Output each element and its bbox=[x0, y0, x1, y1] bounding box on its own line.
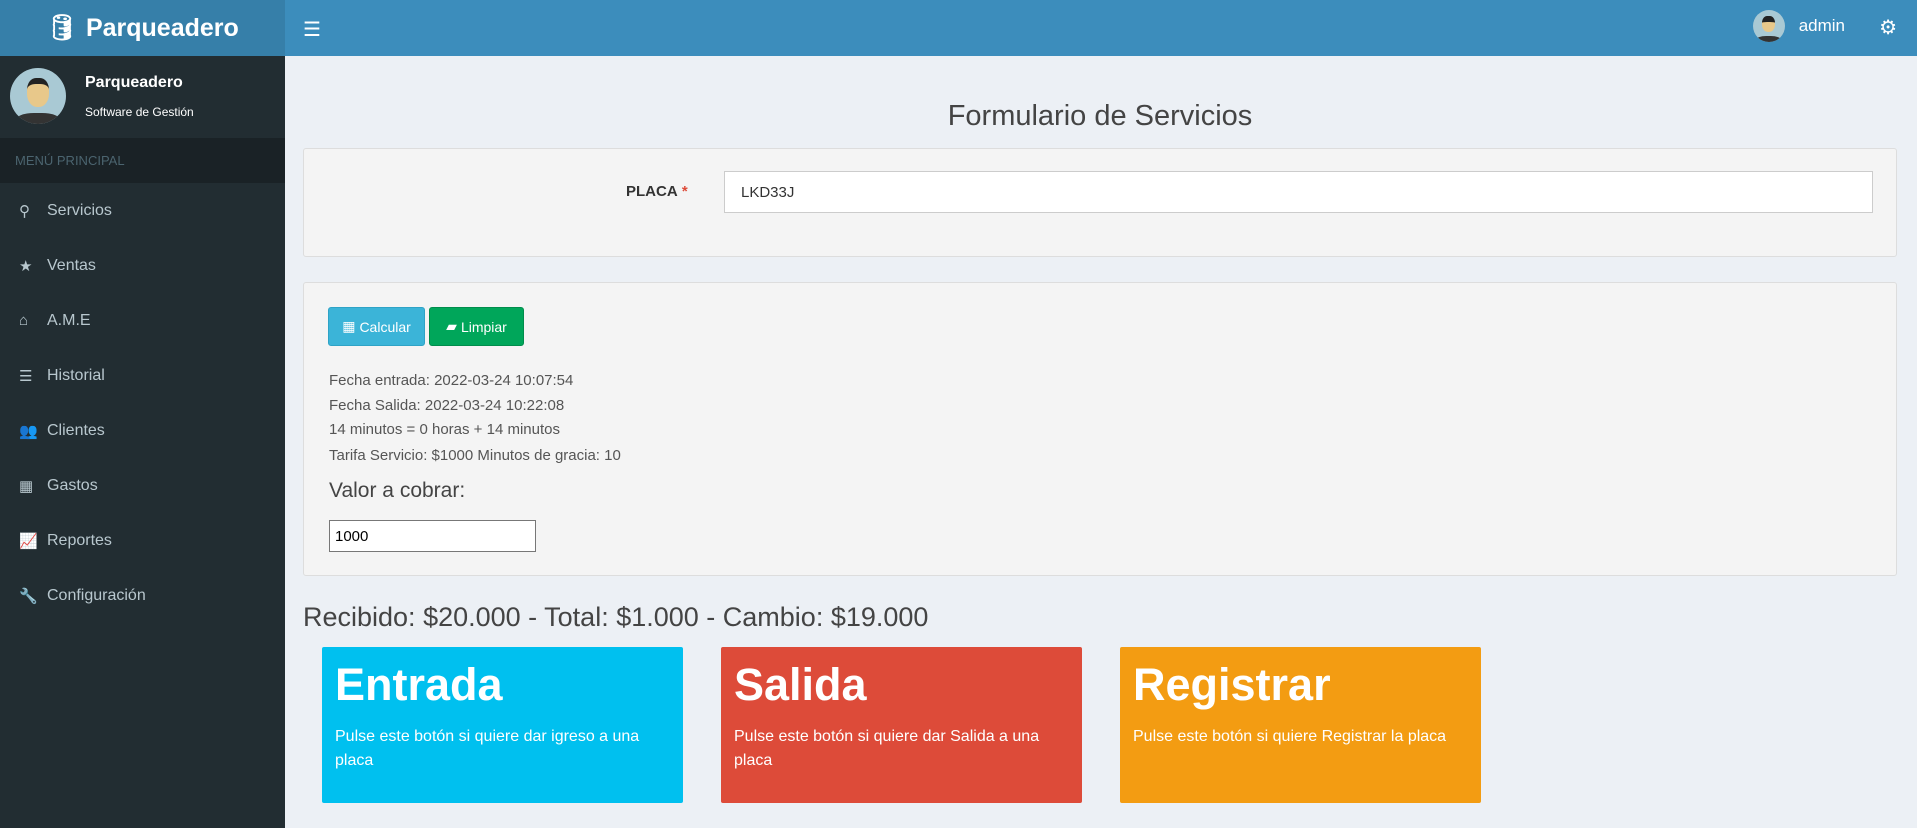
fecha-salida: Fecha Salida: 2022-03-24 10:22:08 bbox=[329, 397, 565, 414]
user-panel-name: Parqueadero bbox=[85, 74, 183, 91]
sidebar-item-label: Ventas bbox=[47, 256, 96, 274]
database-icon: 🛢 bbox=[46, 13, 78, 42]
calculo-panel: ▦ Calcular ▰ Limpiar Fecha entrada: 2022-0… bbox=[303, 282, 1897, 576]
brand-logo[interactable]: 🛢 Parqueadero bbox=[0, 0, 285, 56]
placa-panel: PLACA * bbox=[303, 148, 1897, 257]
sidebar-item-ventas[interactable]: ★ Ventas bbox=[0, 238, 285, 293]
gears-icon[interactable]: ⚙ bbox=[1879, 17, 1897, 39]
motorcycle-icon: ⚲ bbox=[19, 202, 30, 220]
avatar bbox=[1752, 10, 1785, 42]
star-icon: ★ bbox=[19, 257, 33, 275]
resumen-text: Recibido: $20.000 - Total: $1.000 - Camb… bbox=[303, 602, 929, 632]
sidebar-item-label: Clientes bbox=[47, 421, 105, 439]
sidebar-item-configuracion[interactable]: 🔧 Configuración bbox=[0, 568, 285, 623]
registrar-box[interactable]: Registrar Pulse este botón si quiere Regi… bbox=[1120, 647, 1481, 803]
valor-label: Valor a cobrar: bbox=[329, 479, 466, 502]
sidebar-item-label: Reportes bbox=[47, 531, 112, 549]
entrada-box[interactable]: Entrada Pulse este botón si quiere dar ig… bbox=[322, 647, 683, 803]
box-text: Pulse este botón si quiere dar igreso a … bbox=[335, 728, 640, 769]
page-title: Formulario de Servicios bbox=[947, 100, 1253, 132]
eraser-icon: ▰ bbox=[446, 318, 457, 334]
top-navbar: ☰ admin ⚙ bbox=[285, 0, 1917, 56]
limpiar-button[interactable]: ▰ Limpiar bbox=[429, 307, 524, 346]
wrench-icon: 🔧 bbox=[19, 587, 38, 605]
users-icon: 👥 bbox=[19, 422, 38, 440]
salida-box[interactable]: Salida Pulse este botón si quiere dar Sal… bbox=[721, 647, 1082, 803]
menu-header: MENÚ PRINCIPAL bbox=[0, 138, 285, 183]
sidebar-item-gastos[interactable]: ▦ Gastos bbox=[0, 458, 285, 513]
calculator-icon: ▦ bbox=[342, 318, 356, 334]
sidebar-item-label: Gastos bbox=[47, 476, 98, 494]
placa-label: PLACA * bbox=[626, 183, 688, 200]
bars-icon[interactable]: ☰ bbox=[303, 19, 321, 41]
sidebar-item-clientes[interactable]: 👥 Clientes bbox=[0, 403, 285, 458]
sidebar-item-label: Servicios bbox=[47, 201, 112, 219]
box-text: Pulse este botón si quiere Registrar la … bbox=[1133, 728, 1447, 745]
sidebar-item-servicios[interactable]: ⚲ Servicios bbox=[0, 183, 285, 238]
sidebar-item-label: Historial bbox=[47, 366, 105, 384]
sidebar-item-label: Configuración bbox=[47, 586, 146, 604]
sidebar-item-reportes[interactable]: 📈 Reportes bbox=[0, 513, 285, 568]
user-menu[interactable]: admin bbox=[1752, 10, 1845, 42]
minutos-text: 14 minutos = 0 horas + 14 minutos bbox=[329, 421, 560, 438]
box-title: Registrar bbox=[1133, 659, 1331, 710]
user-name: admin bbox=[1798, 16, 1845, 35]
brand-title: Parqueadero bbox=[85, 13, 239, 42]
box-title: Salida bbox=[734, 659, 867, 710]
placa-input[interactable] bbox=[724, 171, 1873, 213]
list-icon: ☰ bbox=[19, 367, 33, 385]
fecha-entrada: Fecha entrada: 2022-03-24 10:07:54 bbox=[329, 372, 574, 389]
tarifa-text: Tarifa Servicio: $1000 Minutos de gracia… bbox=[329, 447, 621, 464]
valor-input[interactable] bbox=[329, 520, 536, 552]
box-text: Pulse este botón si quiere dar Salida a … bbox=[734, 728, 1040, 769]
avatar bbox=[10, 68, 66, 124]
sidebar-item-historial[interactable]: ☰ Historial bbox=[0, 348, 285, 403]
box-title: Entrada bbox=[335, 659, 503, 710]
home-icon: ⌂ bbox=[19, 312, 29, 329]
sidebar-item-ame[interactable]: ⌂ A.M.E bbox=[0, 293, 285, 348]
user-panel: Parqueadero Software de Gestión bbox=[0, 56, 285, 138]
calculator-icon: ▦ bbox=[19, 477, 34, 495]
calcular-button[interactable]: ▦ Calcular bbox=[328, 307, 425, 346]
user-panel-subtitle: Software de Gestión bbox=[85, 105, 194, 119]
line-chart-icon: 📈 bbox=[19, 532, 38, 550]
sidebar-item-label: A.M.E bbox=[47, 311, 91, 329]
required-marker: * bbox=[681, 183, 688, 200]
sidebar: Parqueadero Software de Gestión MENÚ PRI… bbox=[0, 56, 285, 828]
